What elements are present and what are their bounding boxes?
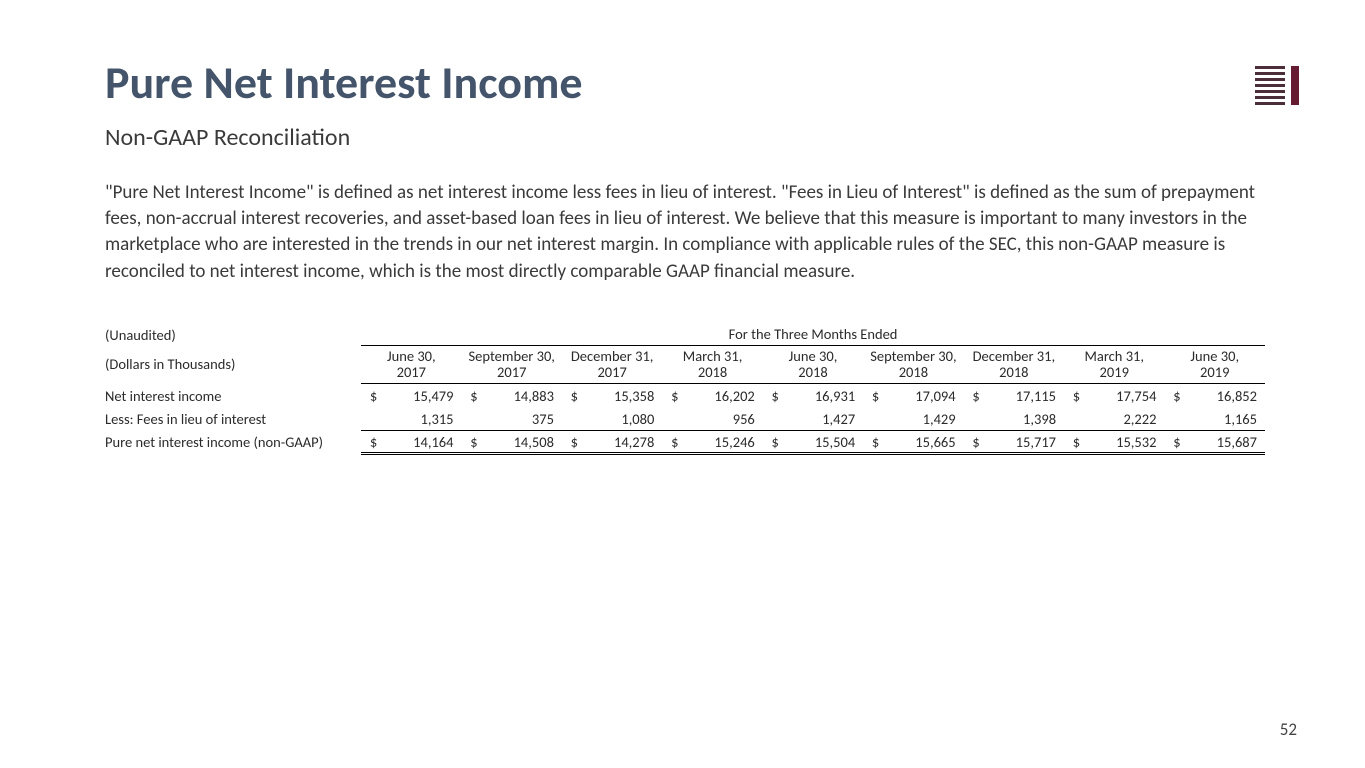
value-cell: 16,202 <box>682 383 762 407</box>
currency-symbol: $ <box>361 383 381 407</box>
value-cell: 14,278 <box>582 430 662 453</box>
date-header: December 31,2018 <box>964 345 1064 383</box>
page-number: 52 <box>1280 719 1297 740</box>
currency-symbol: $ <box>763 430 783 453</box>
row-label: Less: Fees in lieu of interest <box>105 407 361 431</box>
currency-symbol <box>562 407 582 431</box>
currency-symbol: $ <box>662 383 682 407</box>
value-cell: 15,358 <box>582 383 662 407</box>
value-cell: 15,717 <box>984 430 1064 453</box>
value-cell: 1,429 <box>883 407 963 431</box>
currency-symbol: $ <box>763 383 783 407</box>
value-cell: 16,852 <box>1185 383 1265 407</box>
value-cell: 1,165 <box>1185 407 1265 431</box>
date-header: June 30,2018 <box>763 345 863 383</box>
value-cell: 15,479 <box>381 383 461 407</box>
row-label: Pure net interest income (non-GAAP) <box>105 430 361 453</box>
currency-symbol: $ <box>462 383 482 407</box>
value-cell: 14,883 <box>482 383 562 407</box>
value-cell: 15,246 <box>682 430 762 453</box>
currency-symbol: $ <box>361 430 381 453</box>
reconciliation-table: (Unaudited)For the Three Months Ended(Do… <box>105 325 1265 455</box>
date-header: June 30,2019 <box>1164 345 1265 383</box>
unaudited-label: (Unaudited) <box>105 325 361 346</box>
date-header: March 31,2018 <box>662 345 762 383</box>
value-cell: 2,222 <box>1084 407 1164 431</box>
value-cell: 1,080 <box>582 407 662 431</box>
currency-symbol: $ <box>964 383 984 407</box>
value-cell: 956 <box>682 407 762 431</box>
currency-symbol: $ <box>662 430 682 453</box>
currency-symbol <box>1064 407 1084 431</box>
value-cell: 15,532 <box>1084 430 1164 453</box>
currency-symbol <box>863 407 883 431</box>
date-header: September 30,2017 <box>462 345 562 383</box>
value-cell: 1,398 <box>984 407 1064 431</box>
value-cell: 17,754 <box>1084 383 1164 407</box>
value-cell: 14,508 <box>482 430 562 453</box>
currency-symbol: $ <box>964 430 984 453</box>
currency-symbol: $ <box>562 383 582 407</box>
currency-symbol <box>964 407 984 431</box>
value-cell: 17,094 <box>883 383 963 407</box>
currency-symbol <box>1164 407 1184 431</box>
currency-symbol: $ <box>1064 430 1084 453</box>
currency-symbol: $ <box>1164 430 1184 453</box>
value-cell: 14,164 <box>381 430 461 453</box>
currency-symbol: $ <box>1164 383 1184 407</box>
currency-symbol <box>361 407 381 431</box>
body-paragraph: "Pure Net Interest Income" is defined as… <box>105 180 1265 285</box>
value-cell: 1,427 <box>783 407 863 431</box>
page-title: Pure Net Interest Income <box>105 55 1265 111</box>
period-header: For the Three Months Ended <box>361 325 1265 346</box>
value-cell: 1,315 <box>381 407 461 431</box>
page-subtitle: Non-GAAP Reconciliation <box>105 123 1265 152</box>
date-header: September 30,2018 <box>863 345 963 383</box>
date-header: December 31,2017 <box>562 345 662 383</box>
value-cell: 15,687 <box>1185 430 1265 453</box>
currency-symbol: $ <box>1064 383 1084 407</box>
value-cell: 16,931 <box>783 383 863 407</box>
currency-symbol: $ <box>863 383 883 407</box>
row-label: Net interest income <box>105 383 361 407</box>
currency-symbol <box>462 407 482 431</box>
date-header: June 30,2017 <box>361 345 461 383</box>
units-label: (Dollars in Thousands) <box>105 345 361 383</box>
currency-symbol <box>662 407 682 431</box>
value-cell: 17,115 <box>984 383 1064 407</box>
date-header: March 31,2019 <box>1064 345 1164 383</box>
value-cell: 15,665 <box>883 430 963 453</box>
currency-symbol: $ <box>562 430 582 453</box>
value-cell: 375 <box>482 407 562 431</box>
value-cell: 15,504 <box>783 430 863 453</box>
currency-symbol: $ <box>462 430 482 453</box>
currency-symbol <box>763 407 783 431</box>
company-logo-icon <box>1253 62 1303 117</box>
currency-symbol: $ <box>863 430 883 453</box>
